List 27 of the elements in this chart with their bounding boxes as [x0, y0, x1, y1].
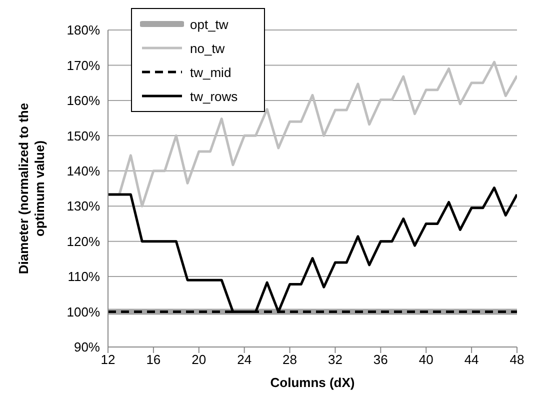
y-axis-title: Diameter (normalized to the optimum value)	[16, 102, 47, 274]
y-tick-label: 180%	[66, 22, 100, 38]
x-tick-label: 48	[510, 352, 524, 368]
y-tick-label: 90%	[74, 340, 100, 355]
y-tick-label: 160%	[66, 93, 100, 108]
x-tick-label: 24	[237, 352, 252, 368]
legend-label: tw_mid	[190, 64, 232, 80]
line-series	[108, 186, 517, 314]
legend-label: no_tw	[190, 40, 225, 56]
x-tick-label: 20	[192, 352, 206, 368]
y-tick-label: 170%	[66, 58, 100, 73]
y-tick-label: 100%	[66, 304, 100, 320]
x-axis-title: Columns (dX)	[270, 375, 355, 390]
y-tick-label: 150%	[66, 128, 100, 144]
x-tick-label: 40	[418, 352, 434, 368]
y-tick-label: 110%	[68, 269, 100, 284]
x-tick-label: 12	[100, 352, 116, 368]
x-tick-label: 44	[464, 352, 479, 368]
x-tick-label: 16	[146, 352, 161, 368]
legend-label: opt_tw	[190, 16, 228, 32]
y-tick-label: 120%	[66, 234, 100, 249]
x-tick-label: 28	[282, 352, 298, 368]
legend-label: tw_rows	[190, 88, 238, 104]
y-tick-label: 140%	[66, 164, 100, 179]
y-tick-label: 130%	[66, 198, 100, 214]
x-tick-label: 36	[373, 352, 388, 368]
x-tick-label: 32	[328, 352, 342, 368]
